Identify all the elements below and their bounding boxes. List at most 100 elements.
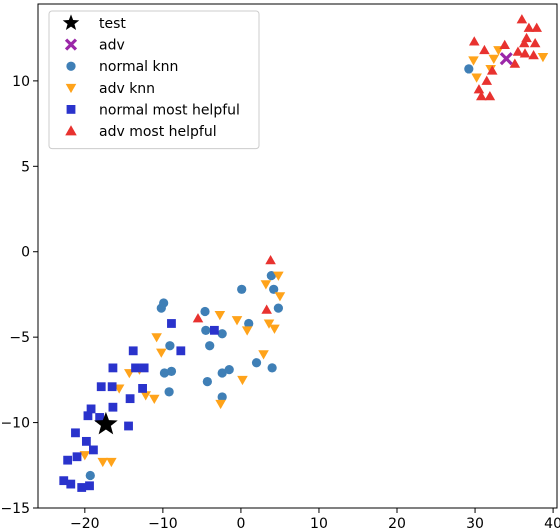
legend-marker-adv [64, 38, 78, 51]
adv-knn-point [471, 73, 482, 83]
adv-knn-point [269, 324, 280, 334]
adv-knn-point [106, 457, 117, 468]
legend: test adv normal knn adv knn normal most help… [48, 10, 260, 150]
normal-knn-point [224, 364, 234, 375]
normal-most-helpful-point [77, 483, 87, 492]
adv-knn-point [237, 375, 248, 386]
adv-knn-point [149, 394, 160, 404]
y-tick-label: −10 [0, 416, 30, 432]
normal-most-helpful-point [209, 325, 219, 335]
x-tick-label: −10 [148, 516, 178, 528]
adv-knn-point [263, 319, 275, 329]
normal-most-helpful-point [71, 428, 80, 438]
test-point [94, 411, 118, 435]
adv-knn-point [151, 333, 162, 343]
normal-knn-point [159, 298, 169, 308]
normal-most-helpful-point [138, 384, 147, 393]
adv-most-helpful-point [516, 14, 528, 24]
legend-box [48, 10, 260, 150]
adv-most-helpful-point [529, 38, 541, 48]
y-tick-label: −15 [0, 501, 30, 517]
legend-label: test [99, 16, 126, 32]
normal-knn-point [205, 341, 215, 351]
x-tick-label: −20 [70, 516, 100, 528]
normal-knn-point [201, 325, 211, 335]
legend-marker-normal-most-helpful [66, 105, 76, 114]
normal-most-helpful-point [66, 479, 76, 489]
normal-knn-point [166, 366, 177, 376]
adv-most-helpful-point [523, 22, 535, 32]
normal-knn-point [267, 363, 277, 373]
y-tick-label: 0 [21, 245, 30, 261]
adv-most-helpful-point [486, 65, 498, 75]
normal-knn-point [164, 387, 174, 397]
normal-knn-point [244, 318, 254, 329]
x-tick-label: 40 [544, 516, 560, 528]
normal-most-helpful-point [81, 436, 91, 446]
y-tick-label: 10 [12, 74, 30, 90]
legend-marker-test [62, 14, 80, 31]
adv-point [499, 52, 513, 66]
adv-most-helpful-point [481, 75, 493, 85]
normal-most-helpful-point [63, 455, 73, 465]
adv-knn-point [79, 451, 91, 461]
normal-most-helpful-point [83, 411, 93, 421]
adv-most-helpful-point [473, 84, 485, 94]
adv-most-helpful-point [265, 254, 276, 265]
normal-most-helpful-point [167, 319, 176, 328]
normal-most-helpful-point [59, 476, 69, 486]
legend-label: normal most helpful [99, 102, 240, 118]
normal-knn-point [273, 303, 283, 313]
adv-most-helpful-point [476, 90, 487, 101]
legend-label: adv [99, 38, 125, 54]
adv-knn-point [488, 54, 500, 64]
normal-knn-point [165, 341, 175, 351]
normal-knn-point [159, 368, 170, 378]
adv-knn-point [214, 310, 226, 321]
normal-knn-point [217, 392, 227, 402]
adv-knn-point [258, 350, 269, 360]
adv-knn-point [215, 399, 226, 410]
normal-most-helpful-point [95, 413, 105, 422]
plot-frame [37, 3, 558, 509]
normal-knn-point [269, 284, 279, 294]
normal-most-helpful-point [128, 346, 138, 356]
adv-most-helpful-point [261, 304, 272, 314]
adv-most-helpful-point [479, 44, 490, 55]
y-tick-label: −5 [9, 330, 30, 346]
adv-knn-point [468, 56, 479, 66]
normal-most-helpful-point [108, 402, 118, 412]
legend-label: adv most helpful [99, 124, 217, 140]
adv-knn-point [260, 280, 272, 290]
adv-knn-point [273, 271, 284, 281]
adv-knn-point [537, 53, 549, 63]
normal-most-helpful-point [107, 382, 117, 392]
adv-most-helpful-point [531, 22, 542, 32]
normal-most-helpful-point [125, 394, 135, 404]
adv-most-helpful-point [512, 46, 524, 56]
adv-most-helpful-point [192, 313, 204, 323]
normal-knn-point [217, 329, 227, 339]
normal-knn-point [237, 284, 247, 294]
adv-knn-point [274, 292, 286, 302]
points-layer [59, 14, 549, 492]
legend-marker-adv-most-helpful [65, 125, 77, 136]
normal-knn-point [217, 368, 227, 378]
normal-most-helpful-point [72, 452, 82, 462]
x-tick-label: 0 [236, 516, 245, 528]
legend-marker-normal-knn [66, 61, 76, 71]
adv-most-helpful-point [468, 36, 480, 46]
normal-most-helpful-point [96, 382, 106, 392]
legend-label: adv knn [99, 81, 155, 97]
normal-knn-point [85, 470, 95, 481]
normal-most-helpful-point [108, 363, 118, 373]
normal-most-helpful-point [86, 404, 96, 414]
normal-knn-point [200, 306, 210, 317]
adv-most-helpful-point [521, 32, 532, 43]
normal-most-helpful-point [139, 363, 149, 373]
adv-knn-point [140, 391, 151, 401]
adv-most-helpful-point [528, 49, 539, 60]
normal-knn-point [464, 64, 474, 74]
normal-knn-point [251, 358, 262, 368]
